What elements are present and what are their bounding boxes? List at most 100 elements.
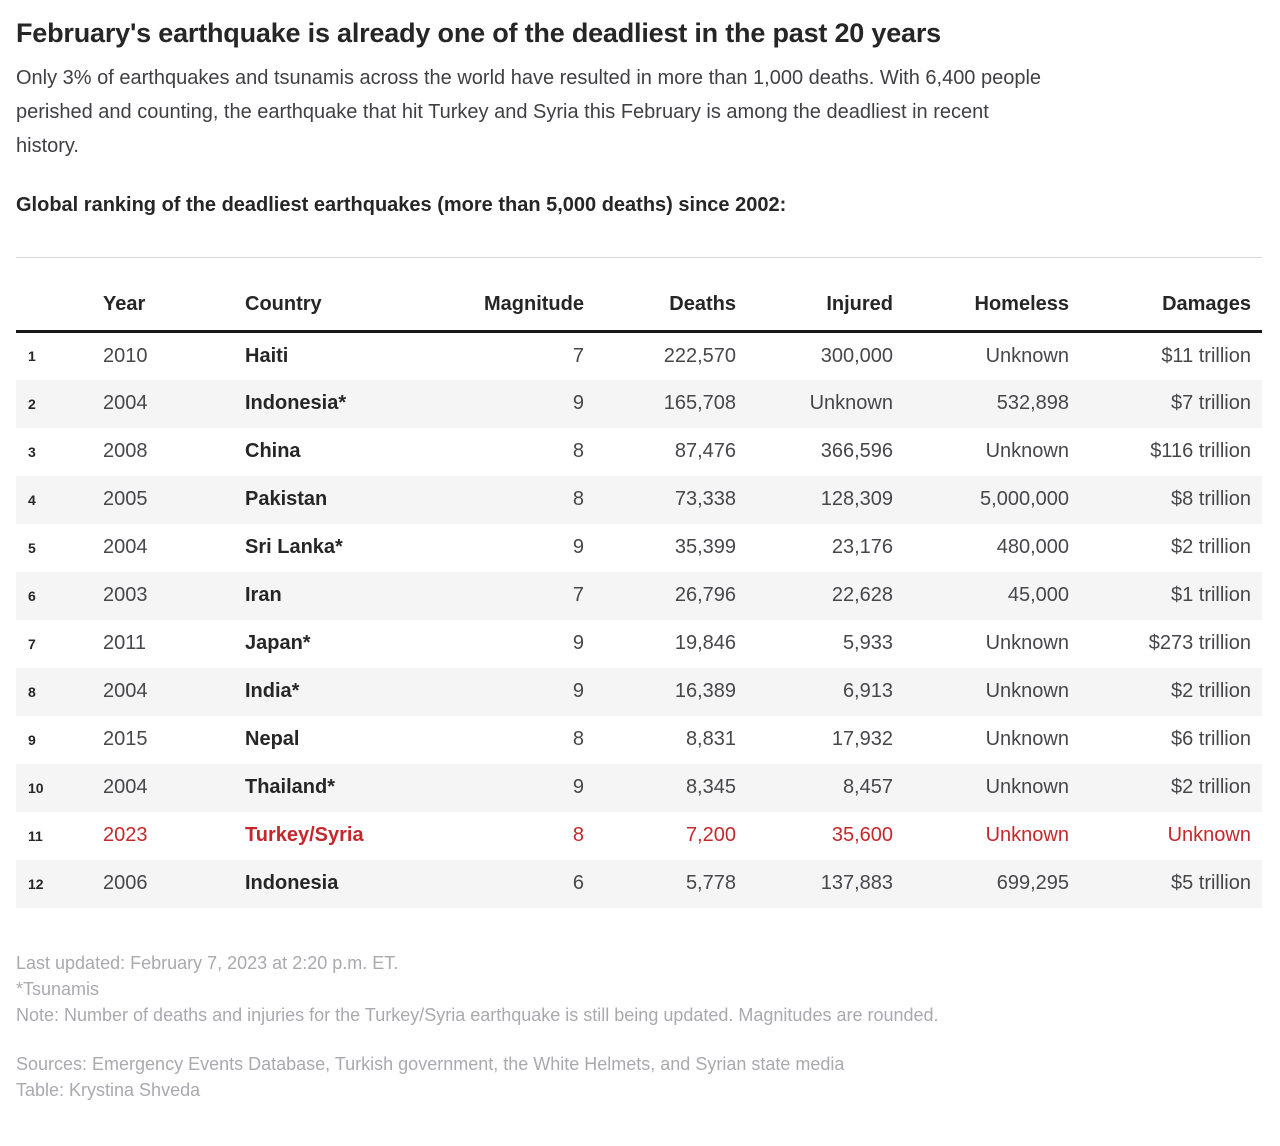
sources-credit: Sources: Emergency Events Database, Turk… — [16, 1053, 845, 1074]
injured-cell: 8,457 — [842, 776, 893, 798]
magnitude-cell: 8 — [572, 440, 584, 462]
ranking-heading: Global ranking of the deadliest earthqua… — [16, 194, 787, 216]
table-header: Year Country Magnitude Deaths Injured Ho… — [16, 257, 1262, 333]
magnitude-cell: 9 — [572, 632, 584, 654]
damages-cell: $5 trillion — [1170, 872, 1251, 894]
year-cell: 2011 — [103, 632, 147, 654]
intro-line: history. — [16, 135, 79, 157]
damages-cell: $2 trillion — [1170, 776, 1251, 798]
intro-line: Only 3% of earthquakes and tsunamis acro… — [16, 67, 1042, 89]
year-cell: 2004 — [103, 680, 148, 702]
country-cell: India* — [245, 680, 300, 702]
injured-cell: 5,933 — [842, 632, 893, 654]
deaths-cell: 7,200 — [685, 824, 736, 846]
table-author-credit: Table: Krystina Shveda — [16, 1079, 201, 1100]
homeless-cell: Unknown — [985, 680, 1069, 702]
table-row: 4 2005 Pakistan 8 73,338 128,309 5,000,000 $8 t… — [16, 475, 1262, 524]
table-row: 9 2015 Nepal 8 8,831 17,932 Unknown $6 trillion — [16, 716, 1262, 764]
country-cell: Nepal — [245, 728, 300, 750]
homeless-cell: 5,000,000 — [980, 488, 1069, 510]
deaths-cell: 19,846 — [674, 632, 736, 654]
rank-cell: 1 — [28, 348, 36, 365]
deaths-cell: 16,389 — [674, 680, 736, 702]
magnitude-cell: 9 — [572, 776, 584, 798]
table-body: 1 2010 Haiti 7 222,570 300,000 Unknown $11 tril… — [16, 332, 1262, 908]
table-row: 8 2004 India* 9 16,389 6,913 Unknown $2 trillio… — [16, 667, 1262, 716]
damages-cell: $273 trillion — [1148, 632, 1251, 654]
header-injured: Injured — [752, 257, 909, 333]
table-row: 12 2006 Indonesia 6 5,778 137,883 699,295 $5 tr… — [16, 859, 1262, 908]
deaths-cell: 5,778 — [685, 872, 736, 894]
header-damages: Damages — [1085, 257, 1262, 333]
table-row: 10 2004 Thailand* 9 8,345 8,457 Unknown $2 tril… — [16, 763, 1262, 812]
injured-cell: 6,913 — [842, 680, 893, 702]
rank-cell: 4 — [28, 491, 36, 508]
year-cell: 2003 — [103, 584, 148, 606]
homeless-cell: Unknown — [985, 824, 1069, 846]
injured-cell: 35,600 — [831, 824, 893, 846]
header-homeless: Homeless — [909, 257, 1085, 333]
country-cell: Thailand* — [245, 776, 336, 798]
rank-cell: 2 — [28, 395, 36, 412]
rank-cell: 10 — [28, 779, 44, 796]
damages-cell: $11 trillion — [1161, 344, 1251, 367]
year-cell: 2015 — [103, 728, 148, 750]
page-title: February's earthquake is already one of … — [16, 18, 941, 48]
damages-cell: $1 trillion — [1170, 584, 1251, 606]
year-cell: 2010 — [103, 344, 148, 367]
country-cell: Pakistan — [245, 488, 328, 510]
year-cell: 2004 — [103, 536, 148, 558]
injured-cell: 17,932 — [831, 728, 893, 750]
credits: Sources: Emergency Events Database, Turk… — [16, 1051, 1262, 1103]
year-cell: 2004 — [103, 776, 148, 798]
country-cell: Japan* — [245, 632, 311, 654]
injured-cell: 22,628 — [831, 584, 893, 606]
country-cell: Indonesia — [245, 872, 339, 894]
year-cell: 2023 — [103, 824, 148, 846]
damages-cell: Unknown — [1167, 824, 1251, 846]
magnitude-cell: 9 — [572, 536, 584, 558]
magnitude-cell: 7 — [572, 584, 584, 606]
country-cell: Indonesia* — [245, 392, 347, 414]
last-updated-note: Last updated: February 7, 2023 at 2:20 p… — [16, 952, 399, 973]
country-cell: Haiti — [245, 344, 289, 367]
table-row: 5 2004 Sri Lanka* 9 35,399 23,176 480,000 $2 tr… — [16, 524, 1262, 572]
year-cell: 2005 — [103, 488, 148, 510]
rank-cell: 12 — [28, 875, 44, 892]
homeless-cell: 480,000 — [996, 536, 1069, 558]
magnitude-cell: 9 — [572, 680, 584, 702]
deaths-cell: 8,345 — [685, 776, 736, 798]
rank-cell: 9 — [28, 731, 36, 748]
homeless-cell: Unknown — [985, 632, 1069, 654]
homeless-cell: 699,295 — [996, 872, 1069, 894]
rank-cell: 6 — [28, 587, 36, 604]
header-rank — [16, 257, 90, 333]
header-magnitude: Magnitude — [460, 257, 600, 333]
magnitude-cell: 7 — [572, 344, 584, 367]
homeless-cell: Unknown — [985, 728, 1069, 750]
intro-line: perished and counting, the earthquake th… — [16, 101, 989, 123]
rank-cell: 3 — [28, 443, 36, 460]
footnotes: Last updated: February 7, 2023 at 2:20 p… — [16, 950, 1262, 1028]
table-row: 6 2003 Iran 7 26,796 22,628 45,000 $1 trillion — [16, 571, 1262, 620]
injured-cell: 128,309 — [820, 488, 893, 510]
homeless-cell: Unknown — [985, 776, 1069, 798]
homeless-cell: Unknown — [985, 440, 1069, 462]
damages-cell: $2 trillion — [1170, 536, 1251, 558]
year-cell: 2008 — [103, 440, 148, 462]
header-deaths: Deaths — [600, 257, 752, 333]
year-cell: 2004 — [103, 392, 148, 414]
rank-cell: 11 — [28, 827, 43, 844]
injured-cell: Unknown — [809, 392, 893, 414]
rank-cell: 7 — [28, 635, 36, 652]
rank-cell: 5 — [28, 539, 36, 556]
country-cell: China — [245, 440, 301, 462]
table-row: 1 2010 Haiti 7 222,570 300,000 Unknown $11 tril… — [16, 332, 1262, 380]
magnitude-cell: 8 — [572, 488, 584, 510]
homeless-cell: 532,898 — [996, 392, 1069, 414]
header-country: Country — [238, 257, 460, 333]
injured-cell: 23,176 — [831, 536, 893, 558]
magnitude-cell: 8 — [572, 728, 584, 750]
injured-cell: 300,000 — [820, 344, 893, 367]
